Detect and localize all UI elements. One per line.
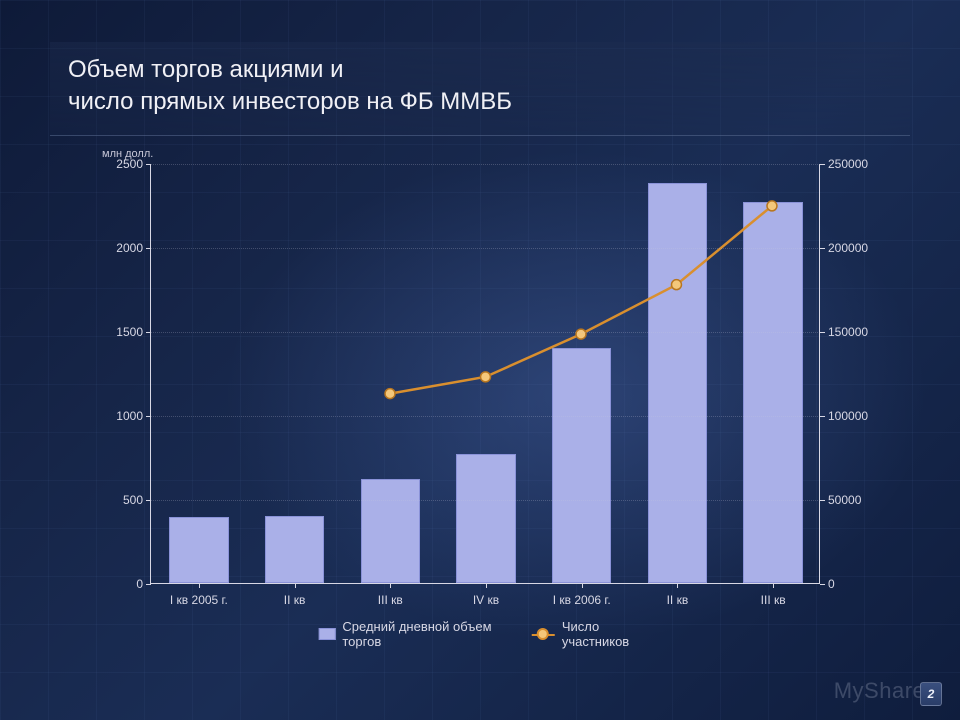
y-right-tick-label: 250000 (820, 157, 868, 171)
gridline (151, 164, 820, 165)
bar (552, 348, 611, 583)
legend-item-line: Число участников (531, 619, 652, 649)
y-left-tick-mark (146, 584, 151, 585)
x-tick-mark (199, 583, 200, 588)
bar (648, 183, 707, 583)
y-left-tick-mark (146, 500, 151, 501)
y-left-tick-mark (146, 332, 151, 333)
y-left-tick-mark (146, 416, 151, 417)
y-right-tick-label: 200000 (820, 241, 868, 255)
gridline (151, 332, 820, 333)
title-line-1: Объем торгов акциями и (68, 56, 344, 83)
chart-legend: Средний дневной объем торгов Число участ… (318, 619, 653, 649)
legend-label-line: Число участников (562, 619, 653, 649)
bar (456, 454, 515, 583)
y-right-tick-label: 50000 (820, 493, 861, 507)
y-left-tick-mark (146, 164, 151, 165)
title-line-2: число прямых инвесторов на ФБ ММВБ (68, 88, 512, 115)
x-tick-mark (390, 583, 391, 588)
legend-swatch-line (531, 627, 554, 641)
y-right-tick-mark (820, 164, 825, 165)
y-right-tick-label: 150000 (820, 325, 868, 339)
bar (743, 202, 802, 583)
legend-label-bars: Средний дневной объем торгов (342, 619, 503, 649)
legend-item-bars: Средний дневной объем торгов (318, 619, 503, 649)
gridline (151, 248, 820, 249)
gridline (151, 500, 820, 501)
x-tick-mark (295, 583, 296, 588)
y-right-tick-mark (820, 584, 825, 585)
y-left-tick-mark (146, 248, 151, 249)
slide-title-block: Объем торгов акциями и число прямых инве… (50, 42, 910, 136)
slide-title: Объем торгов акциями и число прямых инве… (68, 54, 892, 119)
y-right-tick-label: 100000 (820, 409, 868, 423)
y-right-tick-mark (820, 332, 825, 333)
x-tick-mark (486, 583, 487, 588)
y-right-tick-mark (820, 248, 825, 249)
page-number-badge: 2 (920, 682, 942, 706)
plot-area: Средний дневной объем торгов Число участ… (150, 164, 820, 584)
legend-swatch-bar (318, 628, 335, 640)
bar (361, 479, 420, 583)
x-tick-mark (677, 583, 678, 588)
gridline (151, 416, 820, 417)
bars-layer (151, 164, 820, 583)
x-tick-mark (773, 583, 774, 588)
x-tick-mark (582, 583, 583, 588)
y-right-tick-mark (820, 500, 825, 501)
bar (265, 516, 324, 583)
bar (169, 517, 228, 583)
chart-container: млн долл. Средний дневной объем торгов Ч… (60, 150, 900, 660)
y-right-tick-mark (820, 416, 825, 417)
